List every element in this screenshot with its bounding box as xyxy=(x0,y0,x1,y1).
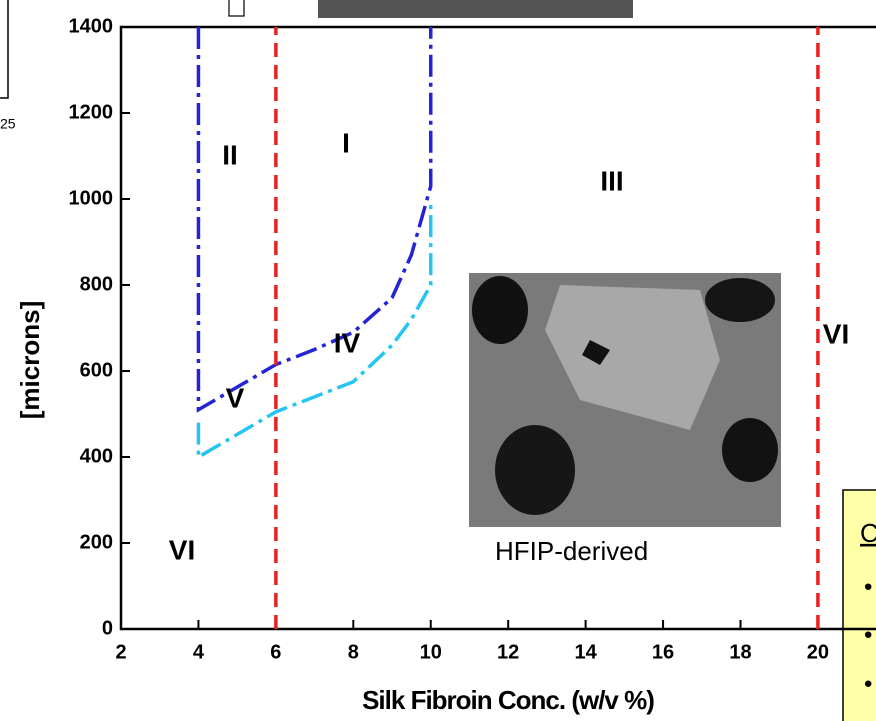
y-tick-label: 400 xyxy=(80,445,113,467)
y-tick-label: 1400 xyxy=(69,15,114,37)
annotation: II xyxy=(222,139,238,170)
annotation: III xyxy=(600,165,623,196)
x-tick-label: 20 xyxy=(807,641,829,663)
note-heading: C xyxy=(860,518,876,548)
annotation: VI xyxy=(169,534,195,565)
annotation: IV xyxy=(334,327,361,358)
side-text: 25 xyxy=(0,116,16,132)
series-line xyxy=(196,27,433,413)
x-axis-label: Silk Fibroin Conc. (w/v %) xyxy=(362,685,654,715)
x-tick-label: 8 xyxy=(348,641,359,663)
y-tick-label: 800 xyxy=(80,273,113,295)
checkbox xyxy=(228,0,245,17)
x-tick-label: 6 xyxy=(270,641,281,663)
annotation: I xyxy=(342,127,350,158)
x-tick-label: 16 xyxy=(652,641,674,663)
y-tick-label: 0 xyxy=(102,617,113,639)
x-tick-label: 14 xyxy=(574,641,597,663)
annotation: V xyxy=(226,382,245,413)
annotation: HFIP-derived xyxy=(495,536,648,566)
y-tick-label: 1000 xyxy=(69,187,114,209)
sem-image-top xyxy=(318,0,633,18)
axis-frame xyxy=(119,25,876,631)
note-bullet: • xyxy=(864,573,872,600)
y-tick-label: 200 xyxy=(80,531,113,553)
neighbor-frame xyxy=(0,0,9,99)
y-axis-label: [microns] xyxy=(15,301,45,419)
x-tick-label: 18 xyxy=(729,641,751,663)
note-bullet: • xyxy=(864,670,872,697)
x-tick-label: 2 xyxy=(115,641,126,663)
note-box xyxy=(842,489,876,721)
x-tick-label: 10 xyxy=(420,641,442,663)
series-line xyxy=(196,199,433,461)
y-tick-label: 600 xyxy=(80,359,113,381)
x-tick-label: 12 xyxy=(497,641,519,663)
x-tick-label: 4 xyxy=(193,641,205,663)
annotation: VI xyxy=(823,318,849,349)
sem-image xyxy=(469,273,781,527)
y-tick-label: 1200 xyxy=(69,101,114,123)
note-bullet: • xyxy=(864,621,872,648)
